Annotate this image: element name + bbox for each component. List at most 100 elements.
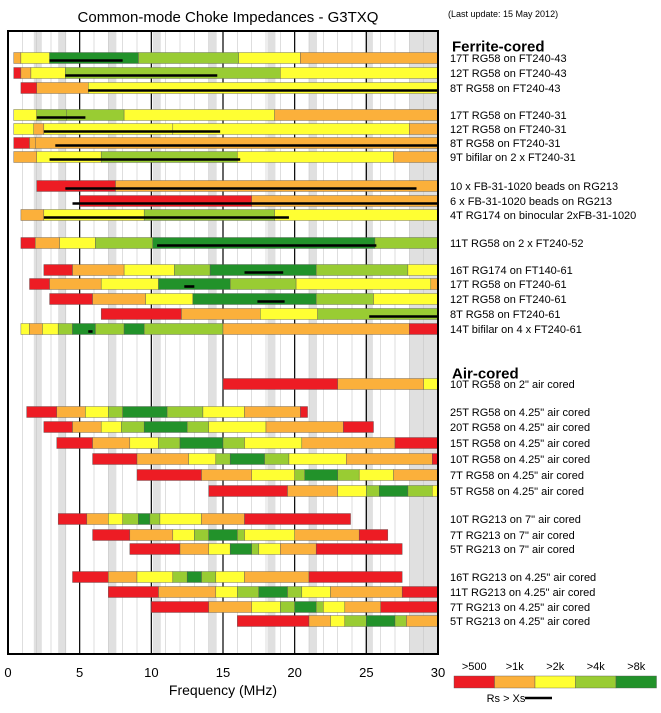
impedance-segment xyxy=(123,323,145,335)
last-update: (Last update: 15 May 2012) xyxy=(448,9,558,19)
impedance-segment xyxy=(244,437,303,449)
impedance-segment xyxy=(358,529,389,541)
impedance-segment xyxy=(36,151,102,163)
impedance-segment xyxy=(337,378,424,390)
impedance-segment xyxy=(393,469,439,481)
impedance-segment xyxy=(123,109,275,121)
impedance-segment xyxy=(88,82,439,94)
impedance-segment xyxy=(201,469,252,481)
impedance-segment xyxy=(343,421,374,433)
impedance-segment xyxy=(42,323,59,335)
impedance-segment xyxy=(358,469,394,481)
impedance-segment xyxy=(208,421,267,433)
band-shade xyxy=(208,31,217,654)
impedance-segment xyxy=(43,123,174,135)
impedance-segment xyxy=(181,308,261,320)
impedance-segment xyxy=(108,571,138,583)
impedance-segment xyxy=(13,67,22,79)
impedance-segment xyxy=(237,615,310,627)
x-tick-label: 10 xyxy=(144,665,158,680)
choke-label: 5T RG213 on 4.25" air cored xyxy=(450,616,590,628)
impedance-segment xyxy=(13,123,34,135)
impedance-segment xyxy=(36,82,89,94)
impedance-segment xyxy=(294,469,305,481)
impedance-segment xyxy=(108,513,123,525)
plot-frame xyxy=(7,30,439,655)
impedance-segment xyxy=(344,601,381,613)
impedance-segment xyxy=(13,52,22,64)
impedance-segment xyxy=(380,601,439,613)
x-tick-label: 25 xyxy=(359,665,373,680)
impedance-segment xyxy=(65,67,281,79)
impedance-segment xyxy=(258,543,281,555)
x-axis-label: Frequency (MHz) xyxy=(169,682,277,698)
impedance-segment xyxy=(20,237,36,249)
impedance-segment xyxy=(251,601,281,613)
choke-label: 10T RG58 on 4.25" air cored xyxy=(450,454,590,466)
impedance-segment xyxy=(143,421,188,433)
impedance-segment xyxy=(56,437,93,449)
impedance-segment xyxy=(43,264,73,276)
choke-label: 16T RG174 on FT140-61 xyxy=(450,265,573,277)
impedance-segment xyxy=(222,378,338,390)
impedance-segment xyxy=(66,109,125,121)
impedance-segment xyxy=(294,529,360,541)
impedance-segment xyxy=(57,513,88,525)
impedance-segment xyxy=(251,469,295,481)
impedance-segment xyxy=(122,406,168,418)
band-shade xyxy=(58,31,67,654)
impedance-segment xyxy=(304,469,338,481)
impedance-segment xyxy=(337,485,367,497)
impedance-segment xyxy=(237,586,260,598)
impedance-segment xyxy=(143,209,275,221)
choke-label: 10 x FB-31-1020 beads on RG213 xyxy=(450,181,618,193)
impedance-segment xyxy=(186,571,202,583)
impedance-segment xyxy=(330,586,403,598)
impedance-segment xyxy=(373,293,439,305)
impedance-segment xyxy=(92,293,146,305)
impedance-segment xyxy=(136,453,189,465)
choke-label: 5T RG58 on 4.25" air cored xyxy=(450,486,584,498)
impedance-segment xyxy=(179,543,209,555)
impedance-segment xyxy=(280,67,439,79)
impedance-segment xyxy=(192,293,317,305)
band-shade xyxy=(267,31,276,654)
impedance-segment xyxy=(92,453,138,465)
choke-label: 14T bifilar on 4 x FT240-61 xyxy=(450,324,582,336)
impedance-segment xyxy=(115,180,439,192)
choke-label: 5T RG213 on 7" air cored xyxy=(450,544,575,556)
legend-swatch xyxy=(534,675,576,689)
impedance-segment xyxy=(315,543,403,555)
impedance-segment xyxy=(100,308,182,320)
impedance-segment xyxy=(166,406,204,418)
impedance-segment xyxy=(208,485,288,497)
legend-swatch xyxy=(453,675,495,689)
chart-title: Common-mode Choke Impedances - G3TXQ xyxy=(78,9,379,26)
choke-label: 15T RG58 on 4.25" air cored xyxy=(450,438,590,450)
impedance-segment xyxy=(208,529,238,541)
impedance-segment xyxy=(308,571,403,583)
legend-label: >2k xyxy=(546,661,565,673)
impedance-segment xyxy=(20,67,32,79)
impedance-segment xyxy=(251,543,260,555)
impedance-segment xyxy=(274,209,439,221)
impedance-segment xyxy=(20,209,45,221)
impedance-bars xyxy=(13,52,439,627)
impedance-segment xyxy=(215,586,238,598)
impedance-segment xyxy=(108,586,159,598)
impedance-segment xyxy=(143,323,224,335)
legend-swatch xyxy=(615,675,657,689)
impedance-segment xyxy=(72,421,102,433)
impedance-segment xyxy=(209,264,317,276)
impedance-segment xyxy=(300,406,308,418)
legend-xs-label: Rs > Xs xyxy=(487,693,526,705)
legend-label: >8k xyxy=(627,661,646,673)
impedance-segment xyxy=(406,615,439,627)
impedance-segment xyxy=(260,308,318,320)
impedance-segment xyxy=(172,529,195,541)
impedance-segment xyxy=(100,151,238,163)
impedance-segment xyxy=(222,323,410,335)
impedance-segment xyxy=(346,453,433,465)
impedance-segment xyxy=(238,52,301,64)
